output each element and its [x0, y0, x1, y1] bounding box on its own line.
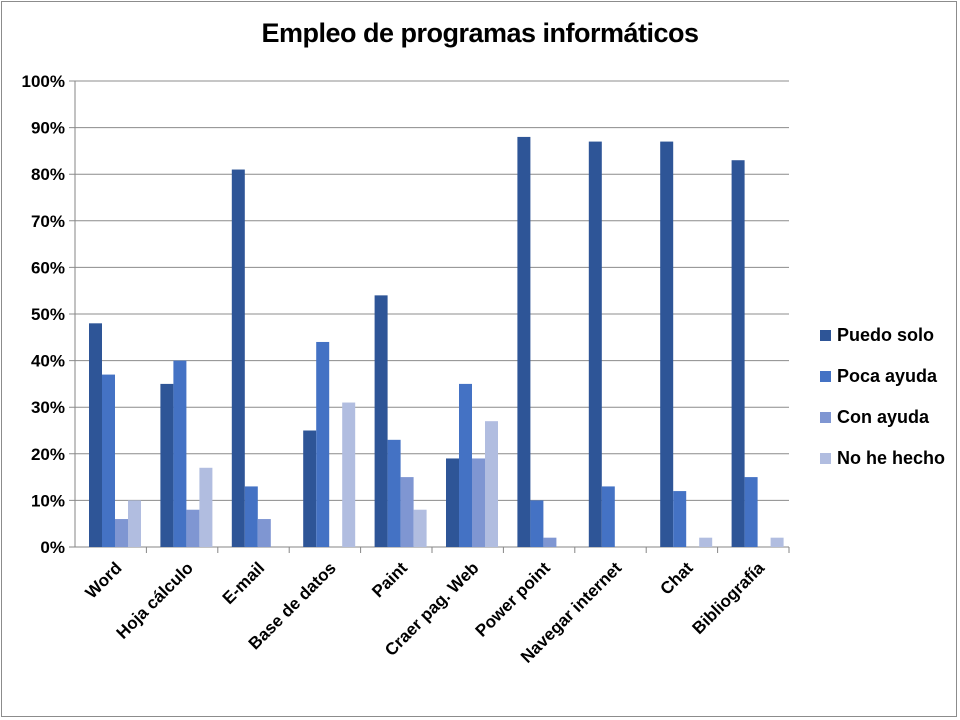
x-category-label: Word: [82, 558, 126, 602]
bar: [173, 360, 187, 547]
bar: [102, 374, 115, 547]
y-tick-label: 10%: [31, 491, 65, 510]
legend-label: Con ayuda: [837, 407, 930, 427]
bar: [199, 467, 213, 547]
bar: [303, 430, 317, 547]
bar: [115, 519, 128, 547]
legend-swatch: [820, 330, 831, 341]
y-tick-label: 0%: [40, 538, 65, 557]
legend-item: Puedo solo: [820, 315, 945, 356]
bar: [485, 421, 498, 547]
y-tick-label: 60%: [31, 258, 65, 277]
bar: [446, 458, 459, 547]
bar: [699, 537, 713, 547]
bar: [413, 509, 427, 547]
bar: [543, 537, 557, 547]
legend-item: Poca ayuda: [820, 356, 945, 397]
bar: [472, 458, 485, 547]
bar: [257, 519, 271, 547]
bar: [673, 491, 687, 547]
bar: [128, 500, 141, 547]
y-tick-label: 50%: [31, 305, 65, 324]
y-tick-label: 70%: [31, 212, 65, 231]
legend-label: Poca ayuda: [837, 366, 938, 386]
x-category-label: Chat: [657, 558, 697, 598]
bar: [244, 486, 258, 547]
legend-swatch: [820, 371, 831, 382]
y-tick-label: 80%: [31, 165, 65, 184]
bar: [530, 500, 544, 547]
legend-swatch: [820, 412, 831, 423]
bar: [89, 323, 102, 547]
bar: [374, 295, 388, 547]
legend-label: Puedo solo: [837, 325, 935, 345]
x-category-label: E-mail: [219, 558, 269, 608]
bar: [231, 169, 245, 548]
chart-legend: Puedo solo Poca ayuda Con ayuda No he hecho: [820, 315, 945, 479]
x-category-label: Bibliografía: [689, 558, 769, 638]
legend-swatch: [820, 453, 831, 464]
bar: [731, 160, 745, 547]
bar: [342, 402, 356, 547]
y-tick-label: 20%: [31, 445, 65, 464]
chart-title: Empleo de programas informáticos: [261, 18, 699, 48]
bar: [160, 383, 174, 547]
bar: [459, 383, 472, 547]
bar: [186, 509, 200, 547]
bar: [316, 341, 330, 547]
y-tick-label: 100%: [22, 72, 65, 91]
legend-item: Con ayuda: [820, 397, 945, 438]
bar: [744, 477, 758, 547]
bar: [660, 141, 674, 547]
x-category-label: Paint: [368, 558, 411, 601]
legend-label: No he hecho: [837, 448, 946, 468]
bar: [387, 439, 401, 547]
x-category-label: Hoja cálculo: [113, 558, 197, 642]
bar: [770, 537, 784, 547]
y-tick-label: 90%: [31, 119, 65, 138]
bar: [588, 141, 602, 547]
legend-item: No he hecho: [820, 438, 945, 479]
bar: [601, 486, 615, 547]
bar: [517, 136, 531, 548]
y-tick-label: 30%: [31, 398, 65, 417]
bar: [400, 477, 414, 547]
y-tick-label: 40%: [31, 352, 65, 371]
